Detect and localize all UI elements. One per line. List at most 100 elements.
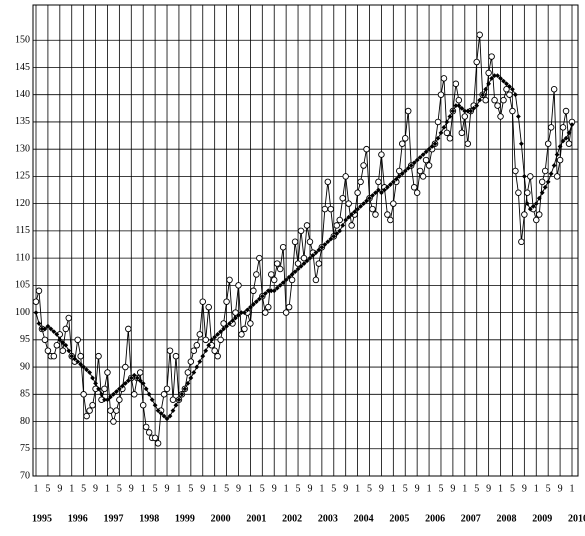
x-tick-label: 1 <box>462 483 467 494</box>
data-point <box>497 113 504 120</box>
data-point <box>485 69 492 77</box>
trend-point <box>161 413 167 419</box>
trend-point <box>542 184 548 190</box>
trend-point <box>444 119 450 125</box>
x-tick-label: 1 <box>34 483 39 494</box>
y-tick-label: 145 <box>15 62 30 73</box>
series-line <box>35 34 573 445</box>
trend-point <box>131 372 137 378</box>
year-label: 1999 <box>175 513 195 524</box>
trend-point <box>343 217 349 223</box>
x-tick-label: 9 <box>486 483 491 494</box>
trend-point <box>105 397 110 403</box>
trend-point <box>477 97 483 103</box>
data-point <box>53 342 61 349</box>
trend-point <box>111 391 116 397</box>
trend-point <box>90 375 95 381</box>
data-point <box>273 260 281 267</box>
data-point <box>559 124 567 131</box>
trend-point <box>152 402 158 408</box>
data-point <box>131 391 138 398</box>
data-point <box>538 178 546 186</box>
trend-point <box>36 321 42 326</box>
trend-point <box>280 280 286 286</box>
x-tick-label: 1 <box>355 483 360 494</box>
trend-point <box>459 105 465 111</box>
trend-point <box>489 75 494 81</box>
trend-point <box>122 381 128 386</box>
trend-point <box>54 331 60 337</box>
trend-point <box>140 381 146 386</box>
x-tick-label: 9 <box>200 483 205 494</box>
data-point <box>550 86 558 93</box>
trend-point <box>221 326 226 332</box>
data-point <box>413 189 421 197</box>
trend-point <box>486 81 492 87</box>
trend-point <box>465 108 471 114</box>
trend-point <box>539 190 545 196</box>
year-label: 2002 <box>282 513 302 524</box>
trend-point <box>414 157 420 163</box>
year-label: 2005 <box>389 513 409 524</box>
data-point <box>193 342 201 349</box>
x-tick-label: 1 <box>319 483 324 494</box>
data-point <box>378 151 385 158</box>
x-tick-label: 1 <box>105 483 110 494</box>
trend-point <box>501 78 506 84</box>
trend-point <box>382 187 387 193</box>
trend-point <box>328 236 334 242</box>
trend-point <box>513 92 518 98</box>
trend-point <box>417 154 423 160</box>
data-point <box>518 238 525 246</box>
x-tick-label: 9 <box>379 483 384 494</box>
trend-point <box>245 307 250 313</box>
data-point <box>139 401 147 409</box>
x-tick-label: 9 <box>307 483 312 494</box>
data-point <box>297 227 305 235</box>
data-point <box>345 200 352 207</box>
data-point <box>524 189 531 197</box>
trend-point <box>298 263 304 269</box>
trend-point <box>227 321 232 326</box>
data-point <box>342 173 349 180</box>
y-tick-label: 135 <box>15 116 30 127</box>
trend-point <box>396 174 402 179</box>
data-point <box>136 369 144 376</box>
trend-point <box>408 163 414 168</box>
data-point <box>270 276 278 284</box>
x-tick-label: 5 <box>367 483 372 494</box>
data-point <box>235 282 242 289</box>
data-point <box>333 222 341 229</box>
x-tick-label: 9 <box>415 483 420 494</box>
trend-point <box>116 386 122 392</box>
trend-point <box>554 152 560 158</box>
x-tick-label: 5 <box>510 483 515 494</box>
trend-point <box>530 203 536 209</box>
x-tick-label: 1 <box>248 483 253 494</box>
trend-point <box>268 288 274 294</box>
data-point <box>515 189 522 197</box>
data-point <box>553 173 561 180</box>
x-tick-label: 9 <box>57 483 62 494</box>
trend-point <box>224 323 229 329</box>
x-tick-label: 5 <box>260 483 265 494</box>
trend-point <box>209 337 215 343</box>
data-point <box>488 53 495 60</box>
trend-point <box>230 318 235 324</box>
data-point <box>169 396 177 403</box>
trend-point <box>325 239 331 245</box>
data-point <box>50 352 58 360</box>
y-tick-label: 100 <box>15 307 30 318</box>
data-point <box>419 173 427 180</box>
data-point <box>315 260 323 267</box>
trend-point <box>313 250 319 256</box>
y-tick-label: 90 <box>20 361 30 372</box>
data-point <box>74 336 81 344</box>
trend-point <box>155 408 161 414</box>
data-point <box>163 385 171 393</box>
trend-point <box>233 315 238 321</box>
trend-point <box>253 299 259 305</box>
y-tick-label: 75 <box>20 443 30 454</box>
trend-point <box>376 187 381 193</box>
x-tick-label: 9 <box>129 483 134 494</box>
